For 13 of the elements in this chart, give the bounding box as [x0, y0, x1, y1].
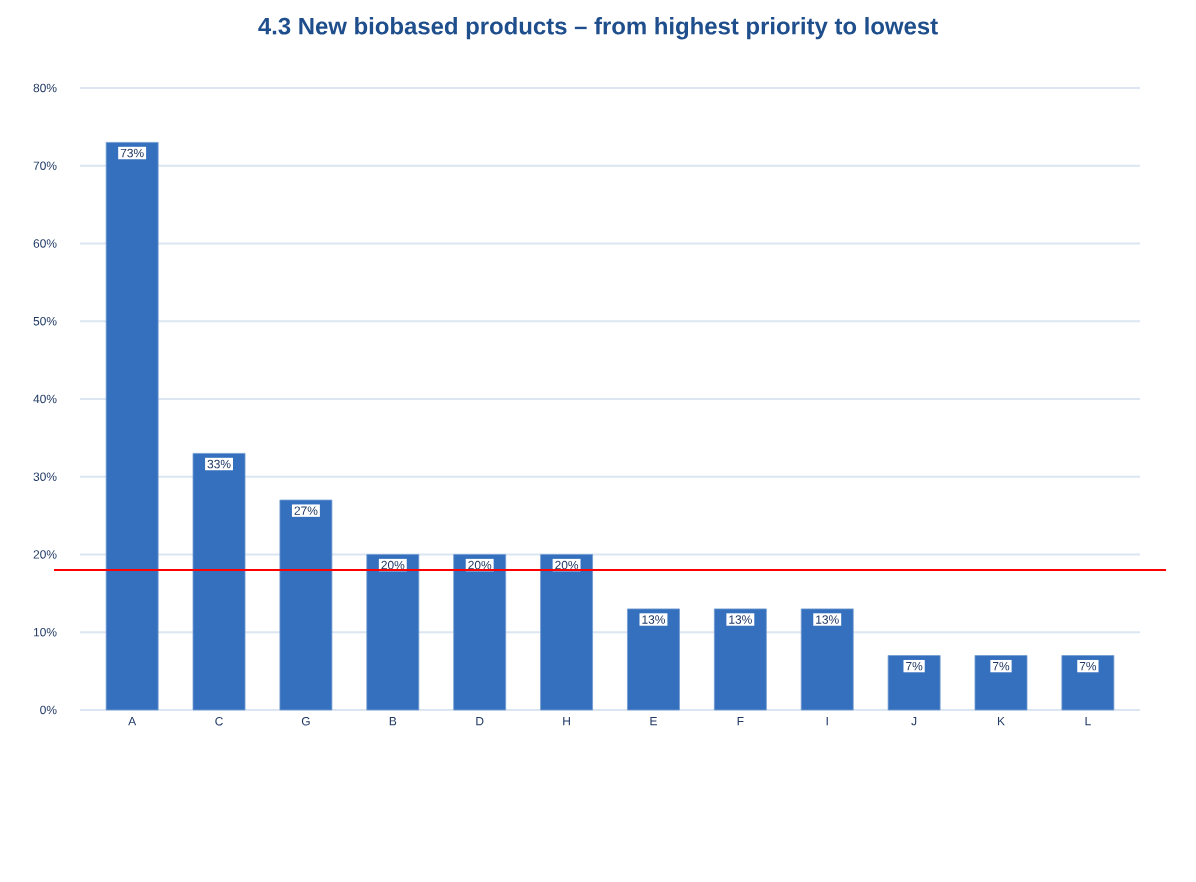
- bar: [453, 554, 507, 711]
- bar: [800, 608, 854, 711]
- chart-title: 4.3 New biobased products – from highest priority to lowest: [258, 17, 938, 40]
- bar: [1061, 655, 1115, 711]
- bar: [974, 655, 1028, 711]
- bar: [540, 554, 593, 711]
- bar: [887, 655, 941, 711]
- bar: [192, 453, 246, 711]
- bar: [366, 554, 420, 711]
- bar: [105, 142, 159, 711]
- bar: [713, 608, 767, 711]
- bar: [627, 608, 680, 711]
- bar: [279, 499, 333, 711]
